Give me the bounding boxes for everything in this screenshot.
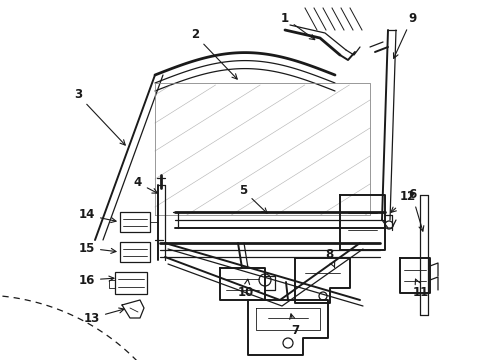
Circle shape: [259, 274, 271, 286]
Text: 2: 2: [191, 28, 237, 79]
Text: 16: 16: [78, 274, 114, 287]
Text: 4: 4: [134, 176, 157, 193]
Text: 14: 14: [78, 208, 116, 222]
FancyBboxPatch shape: [120, 212, 150, 232]
Text: 9: 9: [393, 12, 416, 58]
Circle shape: [319, 292, 327, 300]
Text: 8: 8: [325, 248, 335, 267]
Text: 5: 5: [239, 184, 267, 213]
Circle shape: [283, 338, 293, 348]
Text: 1: 1: [281, 12, 315, 40]
Text: 6: 6: [408, 189, 424, 231]
Text: 3: 3: [74, 89, 125, 145]
Text: 12: 12: [391, 190, 416, 212]
Text: 10: 10: [238, 279, 254, 298]
Text: 15: 15: [78, 242, 116, 255]
FancyBboxPatch shape: [120, 242, 150, 262]
FancyBboxPatch shape: [115, 272, 147, 294]
Text: 13: 13: [84, 308, 124, 324]
Text: 7: 7: [290, 314, 299, 337]
Text: 11: 11: [413, 279, 429, 298]
